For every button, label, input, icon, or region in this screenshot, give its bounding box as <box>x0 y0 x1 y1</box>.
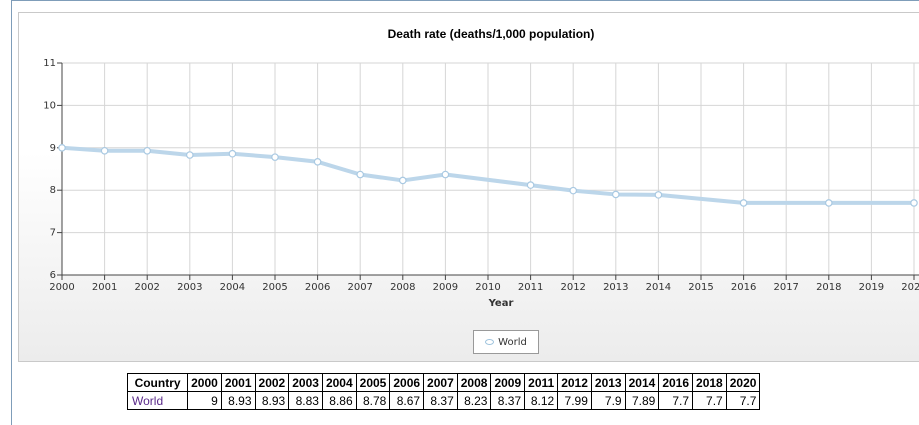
series-world[interactable] <box>58 144 918 207</box>
table-cell-value: 8.67 <box>389 391 425 410</box>
table-header-year: 2008 <box>456 373 492 392</box>
x-tick-label: 2005 <box>262 282 287 293</box>
table-cell-value: 8.23 <box>456 391 492 410</box>
table-cell-value: 8.93 <box>254 391 290 410</box>
table-cell-value: 7.99 <box>557 391 592 410</box>
x-tick-label: 2000 <box>49 282 74 293</box>
data-point[interactable] <box>271 153 279 161</box>
table-cell-country[interactable]: World <box>126 391 189 410</box>
table-header-year: 2001 <box>220 373 256 392</box>
table-header-year: 2004 <box>321 373 357 392</box>
x-tick-label: 2004 <box>220 282 245 293</box>
x-tick-label: 2007 <box>347 282 372 293</box>
table-cell-value: 9 <box>187 391 222 410</box>
data-point[interactable] <box>824 199 833 207</box>
table-cell-value: 8.93 <box>220 391 256 410</box>
data-point[interactable] <box>228 149 237 158</box>
data-point[interactable] <box>910 199 918 207</box>
table-cell-value: 7.7 <box>658 391 694 410</box>
x-tick-label: 2013 <box>603 282 628 293</box>
data-point[interactable] <box>100 146 109 155</box>
table-header-year: 2000 <box>187 373 222 392</box>
chart-frame: Death rate (deaths/1,000 population) 6 7 8… <box>11 0 919 425</box>
table-cell-value: 8.83 <box>288 391 323 410</box>
table-header-year: 2012 <box>557 373 592 392</box>
data-table: Country 2000 2001 2002 2003 2004 2005 2006 2007… <box>126 373 761 410</box>
plot-area <box>62 63 919 275</box>
table-header-year: 2016 <box>658 373 694 392</box>
x-tick-label: 2020 <box>901 282 919 293</box>
data-point[interactable] <box>569 186 578 195</box>
y-tick-label: 6 <box>50 270 56 281</box>
x-tick-label: 2001 <box>92 282 117 293</box>
data-point[interactable] <box>441 170 450 179</box>
x-tick-label: 2018 <box>816 282 841 293</box>
data-point[interactable] <box>654 191 663 199</box>
y-tick-label: 7 <box>50 228 56 239</box>
data-point[interactable] <box>143 146 152 155</box>
line-chart: Death rate (deaths/1,000 population) 6 7 8… <box>43 27 919 309</box>
x-tick-label: 2015 <box>688 282 713 293</box>
legend[interactable]: World <box>473 330 539 354</box>
chart-title: Death rate (deaths/1,000 population) <box>388 27 595 41</box>
x-tick-label: 2014 <box>646 282 671 293</box>
table-header-year: 2014 <box>624 373 660 392</box>
table-header-year: 2005 <box>355 373 391 392</box>
table-header-country: Country <box>126 373 189 392</box>
table-cell-value: 8.37 <box>423 391 458 410</box>
table-cell-value: 8.86 <box>321 391 357 410</box>
x-tick-label: 2009 <box>433 282 458 293</box>
table-header-year: 2013 <box>590 373 626 392</box>
y-tick-label: 8 <box>50 185 56 196</box>
data-point[interactable] <box>739 199 748 207</box>
table-header-year: 2011 <box>524 373 559 392</box>
table-header-year: 2002 <box>254 373 290 392</box>
x-tick-label: 2008 <box>390 282 415 293</box>
x-tick-label: 2012 <box>560 282 585 293</box>
table-header-row: Country 2000 2001 2002 2003 2004 2005 2006 2007… <box>126 373 761 392</box>
chart-panel: Death rate (deaths/1,000 population) 6 7 8… <box>18 12 919 362</box>
x-tick-label: 2002 <box>134 282 159 293</box>
legend-marker-icon <box>485 339 495 345</box>
data-point[interactable] <box>356 170 365 179</box>
data-point[interactable] <box>611 190 620 199</box>
x-tick-label: 2006 <box>305 282 330 293</box>
table-cell-value: 7.89 <box>624 391 660 410</box>
table-header-year: 2007 <box>423 373 458 392</box>
y-tick-label: 11 <box>43 58 56 69</box>
table-row: World 9 8.93 8.93 8.83 8.86 8.78 8.67 8.37 8.23 8… <box>126 391 761 410</box>
data-point[interactable] <box>58 144 66 152</box>
table-cell-value: 7.7 <box>692 391 727 410</box>
table-header-year: 2018 <box>692 373 727 392</box>
table-cell-value: 8.78 <box>355 391 391 410</box>
x-tick-label: 2017 <box>773 282 798 293</box>
table-header-year: 2020 <box>725 373 761 392</box>
x-tick-label: 2011 <box>518 282 543 293</box>
legend-label-world: World <box>498 336 527 348</box>
y-tick-label: 10 <box>43 100 56 111</box>
x-tick-label: 2016 <box>731 282 756 293</box>
data-point[interactable] <box>398 176 407 185</box>
x-tick-label: 2003 <box>177 282 202 293</box>
table-cell-value: 7.9 <box>590 391 626 410</box>
x-axis-label: Year <box>488 298 514 309</box>
table-cell-value: 8.12 <box>524 391 559 410</box>
table-cell-value: 7.7 <box>725 391 761 410</box>
data-point[interactable] <box>186 151 194 159</box>
data-point[interactable] <box>313 157 322 166</box>
x-tick-label: 2010 <box>475 282 500 293</box>
data-point[interactable] <box>526 181 535 189</box>
axes: 6 7 8 9 10 11 2000 2001 2002 2003 2004 2005 2006 2007… <box>43 58 919 293</box>
x-tick-label: 2019 <box>859 282 884 293</box>
table-header-year: 2006 <box>389 373 425 392</box>
table-cell-value: 8.37 <box>490 391 526 410</box>
table-header-year: 2009 <box>490 373 526 392</box>
grid <box>62 62 919 276</box>
table-header-year: 2003 <box>288 373 323 392</box>
y-tick-label: 9 <box>50 143 56 154</box>
